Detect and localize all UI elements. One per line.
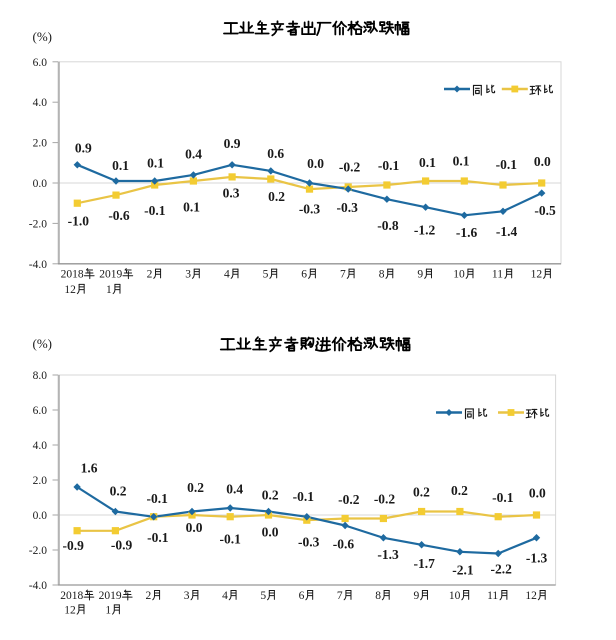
svg-text:-0.1: -0.1 xyxy=(492,490,514,505)
svg-text:0.1: 0.1 xyxy=(112,158,129,173)
svg-text:-0.8: -0.8 xyxy=(377,218,399,233)
svg-text:4: 4 xyxy=(224,269,230,281)
svg-text:2.0: 2.0 xyxy=(33,138,48,150)
svg-text:6.0: 6.0 xyxy=(33,405,48,417)
svg-text:-0.1: -0.1 xyxy=(147,530,169,545)
svg-text:0.1: 0.1 xyxy=(147,156,164,171)
svg-text:-0.1: -0.1 xyxy=(147,491,169,506)
svg-text:0.6: 0.6 xyxy=(267,146,284,161)
svg-text:0.9: 0.9 xyxy=(224,136,241,151)
svg-text:0.0: 0.0 xyxy=(529,486,546,501)
svg-text:0.0: 0.0 xyxy=(534,154,551,169)
svg-text:-4.0: -4.0 xyxy=(29,580,47,592)
svg-text:-0.6: -0.6 xyxy=(333,537,355,552)
svg-text:0.3: 0.3 xyxy=(223,186,240,201)
svg-text:-1.3: -1.3 xyxy=(377,547,399,562)
svg-text:4.0: 4.0 xyxy=(33,440,48,452)
svg-text:5: 5 xyxy=(263,269,269,281)
svg-text:0.2: 0.2 xyxy=(187,480,204,495)
svg-text:0.0: 0.0 xyxy=(33,510,48,522)
svg-text:6: 6 xyxy=(301,269,307,281)
svg-text:0.2: 0.2 xyxy=(268,189,285,204)
svg-text:12: 12 xyxy=(531,269,543,281)
svg-text:4: 4 xyxy=(222,590,228,602)
svg-text:-2.2: -2.2 xyxy=(491,562,513,577)
svg-text:9: 9 xyxy=(414,590,420,602)
svg-text:0.2: 0.2 xyxy=(262,488,279,503)
svg-text:2018: 2018 xyxy=(61,269,84,281)
svg-text:-1.0: -1.0 xyxy=(68,213,90,228)
svg-text:0.4: 0.4 xyxy=(185,147,202,162)
svg-text:-0.2: -0.2 xyxy=(374,491,396,506)
svg-text:6.0: 6.0 xyxy=(33,57,48,69)
svg-text:9: 9 xyxy=(417,269,423,281)
svg-text:3: 3 xyxy=(184,590,190,602)
svg-text:-0.9: -0.9 xyxy=(111,538,133,553)
svg-text:(%): (%) xyxy=(33,29,53,44)
svg-text:6: 6 xyxy=(299,590,305,602)
svg-text:0.0: 0.0 xyxy=(307,156,324,171)
svg-text:0.1: 0.1 xyxy=(419,155,436,170)
svg-text:-0.3: -0.3 xyxy=(299,201,321,216)
svg-text:10: 10 xyxy=(449,590,461,602)
svg-text:0.4: 0.4 xyxy=(226,481,243,496)
svg-text:2: 2 xyxy=(146,590,152,602)
svg-text:12: 12 xyxy=(64,284,76,296)
svg-text:-0.1: -0.1 xyxy=(378,158,400,173)
svg-text:-1.3: -1.3 xyxy=(526,551,548,566)
svg-text:-1.7: -1.7 xyxy=(414,556,436,571)
svg-text:8.0: 8.0 xyxy=(33,370,48,382)
svg-text:1: 1 xyxy=(105,604,111,616)
svg-text:2: 2 xyxy=(147,269,153,281)
svg-text:-0.5: -0.5 xyxy=(534,203,556,218)
svg-text:11: 11 xyxy=(492,269,503,281)
svg-text:12: 12 xyxy=(525,590,537,602)
svg-text:-0.9: -0.9 xyxy=(63,538,85,553)
svg-text:-4.0: -4.0 xyxy=(29,259,47,271)
svg-text:2.0: 2.0 xyxy=(33,475,48,487)
svg-text:0.0: 0.0 xyxy=(186,520,203,535)
svg-text:0.0: 0.0 xyxy=(33,178,48,190)
svg-text:1: 1 xyxy=(106,284,112,296)
svg-text:8: 8 xyxy=(379,269,385,281)
svg-text:0.0: 0.0 xyxy=(262,525,279,540)
svg-text:2019: 2019 xyxy=(99,590,122,602)
svg-text:0.2: 0.2 xyxy=(110,483,127,498)
svg-text:7: 7 xyxy=(340,269,346,281)
svg-text:-0.1: -0.1 xyxy=(220,531,242,546)
svg-text:-0.2: -0.2 xyxy=(338,492,360,507)
svg-text:-0.6: -0.6 xyxy=(108,208,130,223)
svg-text:4.0: 4.0 xyxy=(33,97,48,109)
svg-text:8: 8 xyxy=(375,590,381,602)
svg-text:-0.1: -0.1 xyxy=(144,203,166,218)
svg-text:2019: 2019 xyxy=(99,269,122,281)
svg-text:(%): (%) xyxy=(33,336,53,351)
svg-text:-2.0: -2.0 xyxy=(29,218,47,230)
svg-text:0.2: 0.2 xyxy=(413,484,430,499)
svg-text:5: 5 xyxy=(260,590,266,602)
svg-text:2018: 2018 xyxy=(60,590,83,602)
svg-text:7: 7 xyxy=(337,590,343,602)
svg-text:-0.3: -0.3 xyxy=(337,200,359,215)
svg-text:0.2: 0.2 xyxy=(451,483,468,498)
svg-text:-0.3: -0.3 xyxy=(298,535,320,550)
svg-text:1.6: 1.6 xyxy=(81,461,98,476)
svg-text:0.1: 0.1 xyxy=(453,154,470,169)
svg-text:-0.2: -0.2 xyxy=(339,160,361,175)
svg-text:-2.1: -2.1 xyxy=(452,563,474,578)
svg-text:0.1: 0.1 xyxy=(183,200,200,215)
svg-text:10: 10 xyxy=(453,269,465,281)
svg-text:-0.1: -0.1 xyxy=(293,489,315,504)
svg-text:-1.2: -1.2 xyxy=(414,223,436,238)
svg-text:11: 11 xyxy=(487,590,498,602)
svg-text:-1.6: -1.6 xyxy=(456,225,478,240)
svg-text:12: 12 xyxy=(64,604,76,616)
svg-text:-2.0: -2.0 xyxy=(29,545,47,557)
svg-text:3: 3 xyxy=(185,269,191,281)
svg-text:-1.4: -1.4 xyxy=(496,224,518,239)
svg-text:0.9: 0.9 xyxy=(75,141,92,156)
svg-text:-0.1: -0.1 xyxy=(496,157,518,172)
